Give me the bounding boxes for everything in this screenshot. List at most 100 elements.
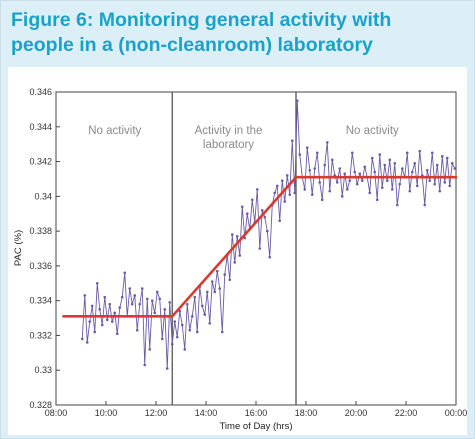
- data-point: [440, 155, 444, 158]
- data-point: [293, 191, 297, 195]
- data-point: [223, 273, 227, 276]
- data-point: [345, 188, 349, 191]
- y-tick-label: 0.332: [29, 330, 52, 340]
- x-tick-label: 18:00: [295, 408, 318, 418]
- data-point: [435, 163, 439, 167]
- data-point: [163, 308, 167, 311]
- data-point: [135, 328, 139, 332]
- y-tick-label: 0.346: [29, 87, 52, 97]
- data-point: [423, 203, 427, 207]
- data-point: [445, 156, 449, 160]
- data-point: [415, 184, 419, 188]
- figure-title: Figure 6: Monitoring general activity wi…: [11, 8, 466, 58]
- data-point: [400, 167, 404, 170]
- data-point: [408, 189, 412, 193]
- data-point: [418, 149, 422, 153]
- data-point: [368, 191, 372, 195]
- data-point: [285, 174, 289, 177]
- data-point: [118, 306, 122, 309]
- data-point: [290, 139, 294, 142]
- phase-annotation: Activity in the: [195, 125, 263, 137]
- data-point: [360, 179, 364, 182]
- data-point: [263, 215, 267, 219]
- data-point: [268, 255, 272, 259]
- data-point: [190, 315, 194, 318]
- data-point: [433, 182, 437, 186]
- data-point: [138, 302, 142, 306]
- data-point: [438, 189, 442, 193]
- y-tick-label: 0.34: [34, 191, 52, 201]
- data-point: [210, 280, 214, 283]
- data-point: [318, 181, 322, 184]
- data-point: [113, 311, 117, 315]
- data-point: [255, 188, 259, 191]
- data-point: [250, 198, 254, 202]
- data-point: [108, 302, 112, 306]
- data-point: [310, 193, 314, 196]
- data-point: [348, 179, 352, 182]
- x-axis: 08:00 10:00 12:00 14:00 16:00 18:00 20:00 22:00…: [45, 401, 467, 418]
- data-point: [143, 363, 147, 367]
- data-point: [215, 269, 219, 273]
- data-point: [450, 161, 454, 165]
- phase-annotation: laboratory: [203, 139, 254, 151]
- data-point: [183, 348, 187, 351]
- data-point: [120, 295, 124, 299]
- data-point: [288, 193, 292, 196]
- phase-annotation: No activity: [346, 125, 399, 137]
- data-point: [148, 348, 152, 351]
- data-point: [98, 308, 102, 311]
- x-tick-label: 20:00: [345, 408, 368, 418]
- data-point: [448, 184, 452, 188]
- data-point: [220, 330, 224, 334]
- phase-annotations: No activity Activity in the laboratory No a…: [88, 125, 399, 151]
- data-point: [195, 330, 199, 334]
- data-point: [100, 323, 104, 327]
- data-point: [110, 320, 114, 323]
- chart-background: [8, 67, 467, 435]
- y-tick-label: 0.344: [29, 122, 52, 132]
- data-point: [83, 294, 87, 297]
- data-point: [363, 165, 367, 169]
- data-point: [338, 167, 342, 170]
- x-tick-label: 08:00: [45, 408, 68, 418]
- data-point: [105, 318, 109, 322]
- data-point: [85, 341, 89, 344]
- data-point: [305, 146, 309, 149]
- data-point: [140, 287, 144, 290]
- data-point: [153, 311, 157, 315]
- y-tick-label: 0.342: [29, 157, 52, 167]
- data-point: [265, 229, 269, 233]
- data-point: [390, 188, 394, 191]
- data-point: [233, 261, 237, 264]
- data-point: [175, 335, 179, 339]
- data-point: [93, 330, 97, 334]
- data-point: [388, 158, 392, 162]
- data-point: [425, 168, 429, 172]
- data-point: [443, 181, 447, 184]
- data-point: [213, 290, 217, 294]
- x-tick-label: 14:00: [195, 408, 218, 418]
- data-point: [350, 151, 354, 155]
- figure-title-line-1: Figure 6: Monitoring general activity wi…: [11, 9, 392, 31]
- data-point: [278, 219, 282, 222]
- data-point: [353, 170, 357, 174]
- data-point: [133, 294, 137, 297]
- data-point: [313, 167, 317, 170]
- y-axis: 0.328 0.33 0.332 0.334 0.336 0.338 0.34 0.342 0.…: [29, 87, 60, 410]
- x-tick-label: 16:00: [245, 408, 268, 418]
- data-point: [123, 271, 127, 275]
- data-point: [385, 179, 389, 182]
- data-point: [395, 203, 399, 207]
- data-point: [383, 163, 387, 167]
- data-point: [158, 297, 162, 301]
- data-point: [90, 304, 94, 308]
- data-point: [218, 287, 222, 290]
- data-point: [358, 172, 362, 176]
- data-point: [208, 321, 212, 325]
- data-point: [103, 295, 107, 299]
- data-point: [238, 254, 242, 257]
- data-point: [173, 320, 177, 323]
- data-point: [170, 342, 174, 346]
